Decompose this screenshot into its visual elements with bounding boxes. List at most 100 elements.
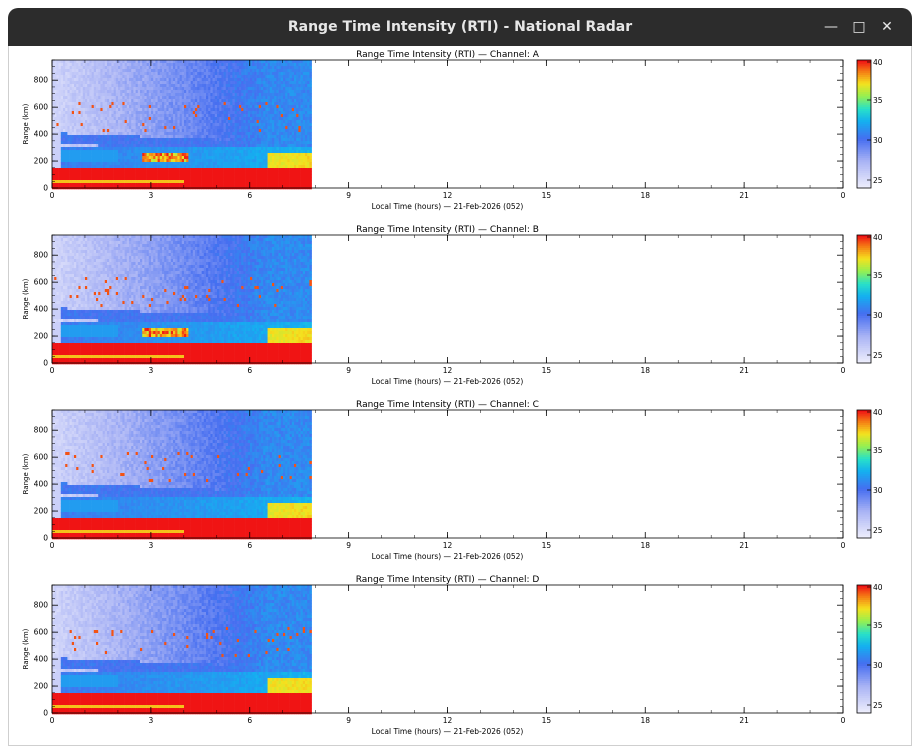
heatmap-cell [60,132,64,136]
heatmap-cell [129,81,132,85]
heatmap-cell [126,108,130,112]
heatmap-cell [151,138,154,142]
heatmap-cell [122,81,125,85]
heatmap-cell [219,108,222,112]
heatmap-cell [219,69,222,73]
heatmap-cell [214,183,218,187]
heatmap-cell [228,180,231,184]
heatmap-cell [239,66,242,70]
heatmap-cell [247,171,251,175]
heatmap-cell [203,69,207,73]
heatmap-cell [76,156,79,160]
heatmap-cell [93,132,97,136]
heatmap-cell [267,150,271,154]
heatmap-cell [258,144,262,148]
heatmap-cell [234,108,238,112]
heatmap-cell [236,168,240,172]
heatmap-cell [252,102,255,106]
heatmap-cell [175,123,178,127]
heatmap-cell [236,63,240,67]
heatmap-cell [269,93,273,97]
heatmap-cell [111,120,114,124]
heatmap-cell [102,84,106,88]
heatmap-cell [80,105,84,109]
heatmap-cell [144,150,147,154]
heatmap-cell [115,105,119,109]
heatmap-cell [107,111,110,115]
heatmap-cell [142,183,145,187]
heatmap-cell [124,108,128,112]
heatmap-cell [195,81,198,85]
heatmap-cell [98,135,101,139]
heatmap-cell [254,129,257,133]
close-icon[interactable]: ✕ [876,16,898,38]
heatmap-cell [254,168,257,172]
heatmap-cell [74,135,77,139]
heatmap-cell [104,162,108,166]
heatmap-cell [104,69,108,73]
heatmap-cell [91,108,95,112]
heatmap-cell [151,87,154,91]
heatmap-cell [122,84,125,88]
heatmap-cell [162,108,165,112]
heatmap-cell [58,117,62,121]
heatmap-cell [56,123,59,127]
heatmap-cell [52,180,55,184]
title-bar[interactable]: Range Time Intensity (RTI) - National Ra… [8,8,912,46]
heatmap-cell [140,168,143,172]
heatmap-cell [223,72,227,76]
heatmap-cell [208,81,211,85]
heatmap-cell [296,99,299,103]
heatmap-cell [252,69,255,73]
heatmap-cell [170,78,174,82]
heatmap-cell [104,129,108,133]
maximize-icon[interactable]: □ [848,16,870,38]
heatmap-cell [115,141,119,145]
heatmap-cell [254,132,257,136]
heatmap-cell [197,141,200,145]
heatmap-cell [151,84,154,88]
window-title: Range Time Intensity (RTI) - National Ra… [8,8,912,46]
heatmap-cell [115,120,119,124]
heatmap-cell [107,147,110,151]
heatmap-cell [250,78,253,82]
heatmap-cell [296,93,299,97]
heatmap-cell [115,63,119,67]
heatmap-cell [137,174,141,178]
heatmap-cell [115,93,119,97]
heatmap-cell [276,177,279,181]
heatmap-cell [164,144,167,148]
heatmap-cell [87,102,90,106]
heatmap-cell [267,108,271,112]
heatmap-cell [113,72,117,76]
heatmap-cell [82,183,86,187]
heatmap-cell [206,171,209,175]
heatmap-cell [146,63,150,67]
heatmap-cell [74,72,77,76]
heatmap-cell [133,171,136,175]
heatmap-cell [52,177,55,181]
heatmap-cell [201,150,205,154]
heatmap-cell [115,153,119,157]
minimize-icon[interactable]: — [820,16,842,38]
heatmap-cell [188,171,191,175]
heatmap-cell [219,150,222,154]
heatmap-cell [80,141,84,145]
heatmap-cell [184,111,187,115]
heatmap-cell [263,165,266,169]
heatmap-cell [175,177,178,181]
heatmap-cell [118,147,121,151]
heatmap-cell [168,120,172,124]
heatmap-cell [118,69,121,73]
heatmap-cell [261,81,264,85]
heatmap-cell [225,93,229,97]
heatmap-cell [190,117,194,121]
heatmap-cell [177,183,180,187]
heatmap-cell [155,105,158,109]
heatmap-cell [252,126,255,130]
heatmap-cell [100,72,103,76]
heatmap-cell [104,114,108,118]
heatmap-cell [203,141,207,145]
heatmap-cell [115,114,119,118]
heatmap-cell [133,105,136,109]
